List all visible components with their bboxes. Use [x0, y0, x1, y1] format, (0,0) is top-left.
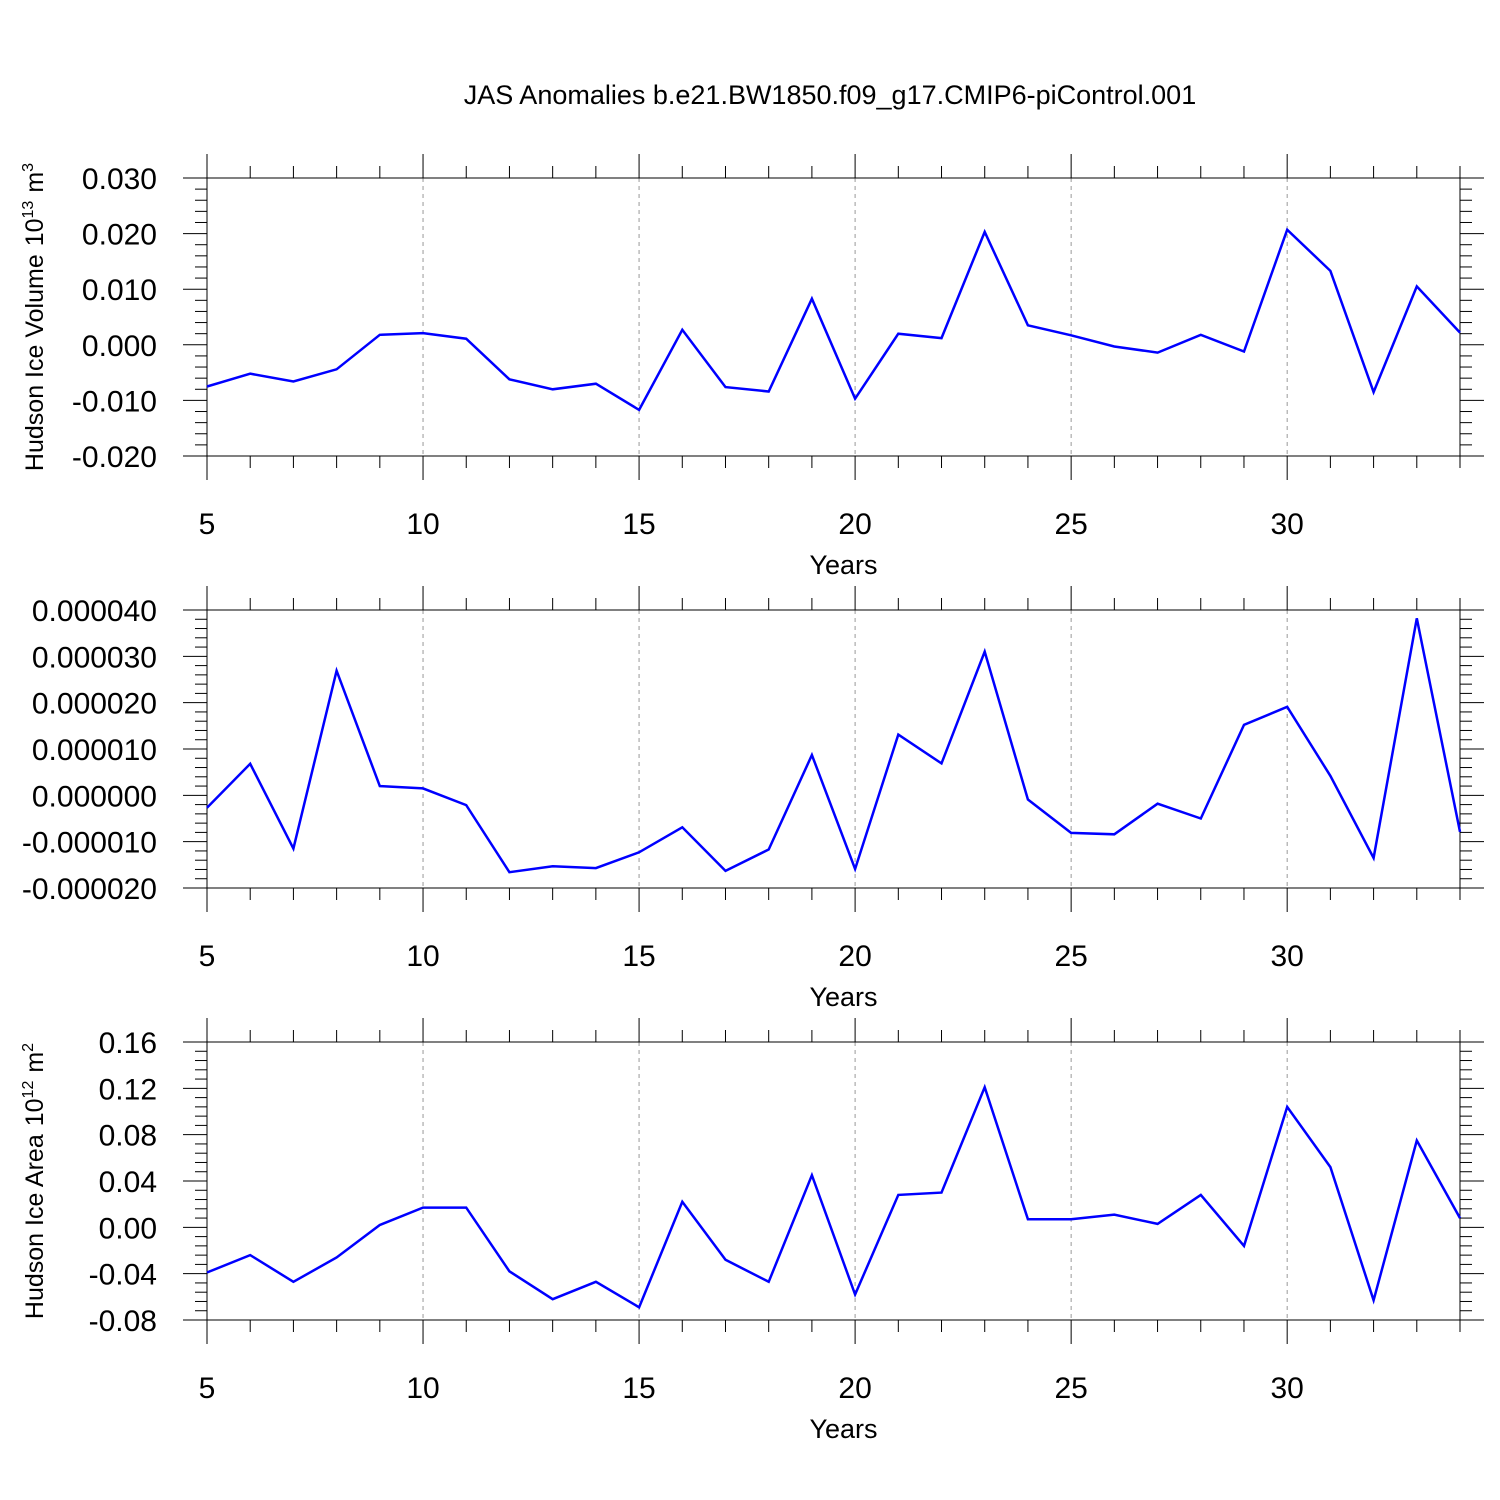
series-line	[206, 618, 1462, 874]
y-axis-unit-base: 10	[21, 1098, 49, 1126]
x-tick-label: 30	[1270, 940, 1303, 973]
x-tick-label: 15	[622, 940, 655, 973]
y-axis-label: Hudson Ice Area 1012 m2	[20, 1043, 49, 1319]
x-tick-label: 25	[1054, 508, 1087, 541]
y-axis-label: Hudson Ice Volume 1013 m3	[20, 163, 49, 471]
y-tick-label: 0.12	[99, 1073, 157, 1106]
y-tick-label: -0.04	[89, 1259, 157, 1292]
y-tick-label: 0.020	[82, 219, 157, 252]
x-tick-label: 20	[838, 1372, 871, 1405]
x-axis-label: Years	[809, 982, 877, 1012]
y-tick-label: 0.000020	[32, 688, 157, 721]
y-tick-label: 0.000	[82, 330, 157, 363]
plot-frame	[206, 177, 1461, 457]
x-tick-label: 5	[199, 508, 216, 541]
x-tick-label: 10	[406, 1372, 439, 1405]
y-axis-label-text: Hudson Ice Volume	[21, 254, 49, 471]
y-axis-unit-suffix: m	[21, 172, 49, 193]
x-tick-label: 15	[622, 1372, 655, 1405]
y-tick-label: -0.010	[72, 385, 157, 418]
y-tick-label: 0.030	[82, 163, 157, 196]
x-tick-label: 30	[1270, 1372, 1303, 1405]
y-axis-unit-suffix-exp: 2	[20, 1043, 37, 1052]
y-tick-label: 0.04	[99, 1166, 157, 1199]
y-axis-unit-suffix-exp: 3	[20, 163, 37, 172]
y-axis-label-text: Hudson Ice Area	[21, 1134, 49, 1319]
chart-panel-3: -0.08 -0.04 0.00 0.04 0.08 0.12 0.16 5 10 15 20 25 3…	[20, 1018, 1484, 1444]
x-tick-label: 25	[1054, 1372, 1087, 1405]
x-tick-label: 5	[199, 1372, 216, 1405]
y-tick-label: 0.16	[99, 1027, 157, 1060]
x-tick-label: 5	[199, 940, 216, 973]
x-axis-label: Years	[809, 1414, 877, 1444]
x-tick-label: 25	[1054, 940, 1087, 973]
x-tick-label: 20	[838, 940, 871, 973]
x-tick-label: 30	[1270, 508, 1303, 541]
chart-panel-2: -0.000020 -0.000010 0.000000 0.000010 0.0000…	[22, 586, 1484, 1012]
y-tick-label: 0.000000	[32, 780, 157, 813]
y-tick-label: 0.00	[99, 1212, 157, 1245]
y-axis-unit-exp: 12	[20, 1081, 37, 1099]
x-axis-label: Years	[809, 550, 877, 580]
x-tick-label: 10	[406, 508, 439, 541]
x-tick-label: 15	[622, 508, 655, 541]
y-axis-unit-exp: 13	[20, 201, 37, 219]
y-tick-label: 0.000010	[32, 734, 157, 767]
x-tick-label: 10	[406, 940, 439, 973]
chart-panel-1: -0.020 -0.010 0.000 0.010 0.020 0.030 5 10 15 20 2…	[20, 154, 1484, 580]
y-tick-label: 0.010	[82, 274, 157, 307]
y-tick-label: 0.000030	[32, 641, 157, 674]
y-axis-unit-suffix: m	[21, 1052, 49, 1073]
y-tick-label: -0.020	[72, 441, 157, 474]
y-tick-label: -0.08	[89, 1305, 157, 1338]
series-line	[206, 1083, 1462, 1310]
y-tick-label: 0.08	[99, 1120, 157, 1153]
y-tick-label: 0.000040	[32, 595, 157, 628]
plot-frame	[206, 1041, 1461, 1321]
x-tick-label: 20	[838, 508, 871, 541]
y-tick-label: -0.000010	[22, 827, 157, 860]
plot-frame	[206, 609, 1461, 889]
y-axis-unit-base: 10	[21, 218, 49, 246]
series-line	[206, 227, 1461, 412]
chart-title: JAS Anomalies b.e21.BW1850.f09_g17.CMIP6…	[463, 80, 1197, 110]
y-tick-label: -0.000020	[22, 873, 157, 906]
